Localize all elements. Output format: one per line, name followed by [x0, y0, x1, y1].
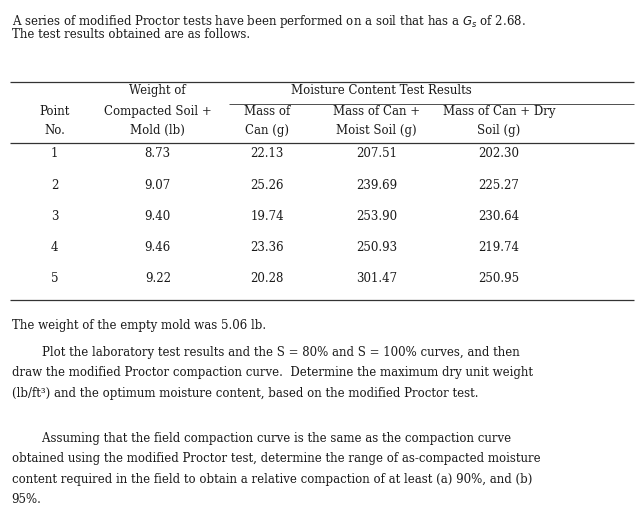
Text: 8.73: 8.73 — [145, 147, 171, 160]
Text: 20.28: 20.28 — [251, 272, 284, 285]
Text: 225.27: 225.27 — [478, 179, 520, 191]
Text: 23.36: 23.36 — [251, 241, 284, 254]
Text: Can (g): Can (g) — [245, 124, 289, 137]
Text: 301.47: 301.47 — [356, 272, 397, 285]
Text: 253.90: 253.90 — [356, 210, 397, 223]
Text: Mass of Can +: Mass of Can + — [333, 105, 421, 118]
Text: Assuming that the field compaction curve is the same as the compaction curve: Assuming that the field compaction curve… — [12, 432, 511, 444]
Text: 4: 4 — [51, 241, 59, 254]
Text: 19.74: 19.74 — [251, 210, 284, 223]
Text: 9.46: 9.46 — [145, 241, 171, 254]
Text: Soil (g): Soil (g) — [477, 124, 521, 137]
Text: Mold (lb): Mold (lb) — [130, 124, 185, 137]
Text: Moisture Content Test Results: Moisture Content Test Results — [290, 84, 471, 97]
Text: 22.13: 22.13 — [251, 147, 284, 160]
Text: obtained using the modified Proctor test, determine the range of as-compacted mo: obtained using the modified Proctor test… — [12, 452, 540, 465]
Text: Weight of: Weight of — [129, 84, 186, 97]
Text: 219.74: 219.74 — [478, 241, 520, 254]
Text: 239.69: 239.69 — [356, 179, 397, 191]
Text: 3: 3 — [51, 210, 59, 223]
Text: 250.93: 250.93 — [356, 241, 397, 254]
Text: 2: 2 — [51, 179, 59, 191]
Text: 9.22: 9.22 — [145, 272, 171, 285]
Text: draw the modified Proctor compaction curve.  Determine the maximum dry unit weig: draw the modified Proctor compaction cur… — [12, 366, 533, 379]
Text: No.: No. — [44, 124, 65, 137]
Text: 207.51: 207.51 — [356, 147, 397, 160]
Text: Moist Soil (g): Moist Soil (g) — [336, 124, 417, 137]
Text: 5: 5 — [51, 272, 59, 285]
Text: A series of modified Proctor tests have been performed on a soil that has a $G_s: A series of modified Proctor tests have … — [12, 13, 526, 30]
Text: 9.07: 9.07 — [145, 179, 171, 191]
Text: The weight of the empty mold was 5.06 lb.: The weight of the empty mold was 5.06 lb… — [12, 319, 266, 332]
Text: The test results obtained are as follows.: The test results obtained are as follows… — [12, 28, 250, 41]
Text: Plot the laboratory test results and the S = 80% and S = 100% curves, and then: Plot the laboratory test results and the… — [12, 346, 519, 358]
Text: 25.26: 25.26 — [251, 179, 284, 191]
Text: 9.40: 9.40 — [145, 210, 171, 223]
Text: 250.95: 250.95 — [478, 272, 520, 285]
Text: Mass of Can + Dry: Mass of Can + Dry — [443, 105, 555, 118]
Text: Mass of: Mass of — [244, 105, 290, 118]
Text: 230.64: 230.64 — [478, 210, 520, 223]
Text: Point: Point — [39, 105, 70, 118]
Text: 95%.: 95%. — [12, 493, 41, 506]
Text: 1: 1 — [51, 147, 59, 160]
Text: (lb/ft³) and the optimum moisture content, based on the modified Proctor test.: (lb/ft³) and the optimum moisture conten… — [12, 387, 478, 399]
Text: content required in the field to obtain a relative compaction of at least (a) 90: content required in the field to obtain … — [12, 473, 532, 485]
Text: Compacted Soil +: Compacted Soil + — [104, 105, 212, 118]
Text: 202.30: 202.30 — [478, 147, 520, 160]
